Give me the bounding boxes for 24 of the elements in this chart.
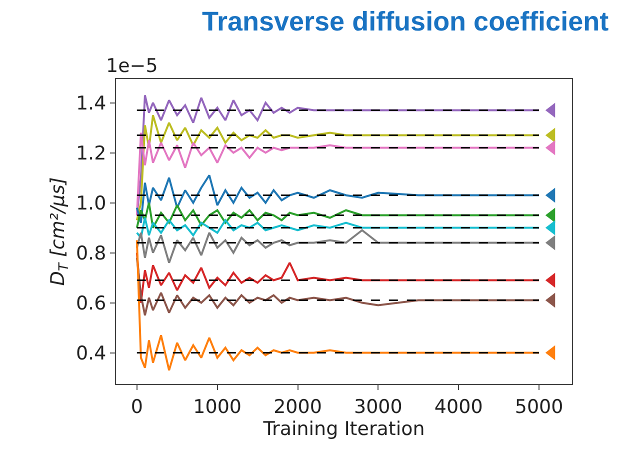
y-tick-label: 1.4 <box>76 92 106 114</box>
chart-title: Transverse diffusion coefficient <box>202 6 609 36</box>
y-tick-label: 0.8 <box>76 242 106 264</box>
y-tick-label: 0.6 <box>76 292 106 314</box>
line-series <box>136 174 540 224</box>
line-series <box>136 132 540 216</box>
line-series <box>136 114 540 222</box>
x-tick-label: 2000 <box>274 396 322 418</box>
y-tick-label: 1.2 <box>76 142 106 164</box>
line-series <box>136 252 540 304</box>
x-tick-label: 3000 <box>354 396 402 418</box>
text: 1e−5 <box>106 55 158 77</box>
x-axis-title: Training Iteration <box>262 418 425 440</box>
x-tick-label: 4000 <box>434 396 483 418</box>
x-tick-label: 0 <box>130 396 143 418</box>
line-series <box>136 229 540 264</box>
line-series <box>136 216 540 239</box>
y-tick-label: 0.4 <box>76 342 106 364</box>
line-series <box>136 202 540 229</box>
x-tick-label: 5000 <box>514 396 564 418</box>
line-series <box>136 256 540 316</box>
y-tick-label: 1.0 <box>76 192 106 214</box>
x-tick-label: 1000 <box>193 396 242 418</box>
line-series <box>136 239 540 372</box>
